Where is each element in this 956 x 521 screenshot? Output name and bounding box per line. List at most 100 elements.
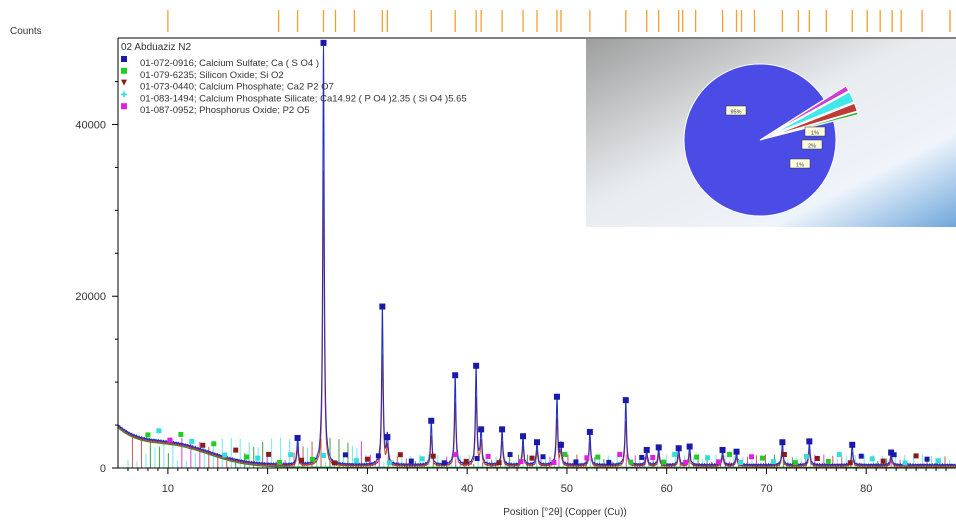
peak-marker (379, 303, 386, 310)
calculated-pattern (118, 170, 956, 468)
pie-label-box (801, 139, 823, 150)
peak-marker (557, 441, 564, 448)
baseline-marker (397, 452, 403, 458)
baseline-marker (770, 459, 776, 465)
baseline-marker (211, 441, 217, 447)
baseline-marker (902, 460, 908, 466)
baseline-marker (825, 458, 831, 464)
baseline-marker (869, 456, 875, 462)
baseline-marker (705, 455, 711, 461)
baseline-marker (738, 460, 744, 466)
baseline-marker (364, 456, 370, 462)
pie-label-box (725, 105, 747, 116)
peak-marker (686, 443, 693, 450)
peak-marker (384, 434, 391, 441)
baseline-marker (145, 432, 151, 438)
legend-entry: 01-087-0952; Phosphorus Oxide; P2 O5 (140, 105, 310, 116)
y-axis: 0 20000 40000 (75, 81, 118, 475)
baseline-marker (540, 454, 546, 460)
baseline-marker (507, 452, 513, 458)
baseline-marker (222, 452, 228, 458)
pie-slice (683, 63, 837, 217)
pie-slice (773, 102, 858, 136)
baseline-marker (672, 451, 678, 457)
baseline-marker (814, 455, 820, 461)
baseline-marker (650, 454, 656, 460)
baseline-marker (255, 455, 261, 461)
y-tick-label: 20000 (75, 291, 106, 303)
baseline-marker (595, 454, 601, 460)
peak-marker (294, 434, 301, 441)
baseline-marker (277, 459, 283, 465)
legend-title: 02 Abduaziz N2 (121, 42, 191, 53)
legend-marker (121, 56, 127, 62)
baseline-marker (913, 453, 919, 459)
baseline-marker (167, 437, 173, 443)
peak-marker (719, 446, 726, 453)
baseline-marker (792, 460, 798, 466)
peak-marker (534, 439, 540, 446)
baseline-marker (266, 451, 272, 457)
peak-marker (473, 362, 480, 369)
peak-marker (478, 426, 485, 433)
pie-chart-inset: 95% 1% 2% 1% (586, 39, 956, 227)
plot-area (118, 39, 956, 468)
peak-marker (655, 444, 662, 451)
baseline-marker (386, 460, 392, 466)
y-tick-label: 0 (100, 463, 106, 475)
peak-marker (806, 438, 813, 445)
baseline-marker (310, 456, 316, 462)
legend-entry: 01-079-6235; Silicon Oxide; Si O2 (140, 70, 284, 81)
legend-marker (121, 79, 127, 86)
baseline-marker (683, 459, 689, 465)
baseline-marker (463, 458, 469, 464)
peak-markers (294, 39, 895, 456)
x-axis: 10 20 30 40 50 60 70 80 (127, 468, 947, 495)
baseline-marker (628, 459, 634, 465)
peak-marker (643, 446, 650, 453)
baseline-marker (321, 453, 327, 459)
peak-marker (520, 433, 527, 440)
baseline-marker (299, 457, 305, 463)
baseline-marker (288, 452, 294, 458)
x-tick-label: 10 (162, 483, 174, 495)
baseline-marker (178, 431, 184, 437)
peak-marker (499, 426, 506, 433)
baseline-marker (408, 458, 414, 464)
baseline-marker (529, 455, 535, 461)
baseline-marker (584, 455, 590, 461)
baseline-marker (452, 452, 458, 458)
baseline-marker (551, 460, 557, 466)
baseline-marker (727, 451, 733, 457)
peak-marker (452, 372, 459, 379)
pie-label-box (804, 126, 826, 137)
baseline-marker (233, 447, 239, 453)
baseline-marker (573, 459, 579, 465)
baseline-marker (880, 458, 886, 464)
legend: 02 Abduaziz N2 01-072-0916; Calcium Sulf… (121, 42, 467, 116)
baseline-marker (606, 459, 612, 465)
background-curve (118, 427, 956, 468)
pie-slice (771, 85, 850, 134)
y-tick-label: 40000 (75, 119, 106, 131)
baseline-marker (474, 455, 480, 461)
baseline-marker (200, 442, 206, 448)
baseline-marker (430, 453, 436, 459)
x-tick-label: 40 (461, 483, 473, 495)
x-tick-label: 70 (760, 483, 772, 495)
baseline-marker (759, 455, 765, 461)
baseline-marker (836, 452, 842, 458)
baseline-marker (342, 452, 348, 458)
baseline-marker (353, 458, 359, 464)
legend-marker (121, 91, 127, 98)
peak-marker (733, 448, 740, 455)
x-tick-label: 60 (661, 483, 673, 495)
baseline-marker (419, 456, 425, 462)
baseline-marker (331, 460, 337, 466)
peak-marker (779, 439, 786, 446)
baseline-marker (847, 460, 853, 466)
x-tick-label: 80 (860, 483, 872, 495)
y-axis-title: Counts (10, 26, 42, 37)
pie-label: 2% (808, 144, 816, 150)
baseline-marker (661, 459, 667, 465)
